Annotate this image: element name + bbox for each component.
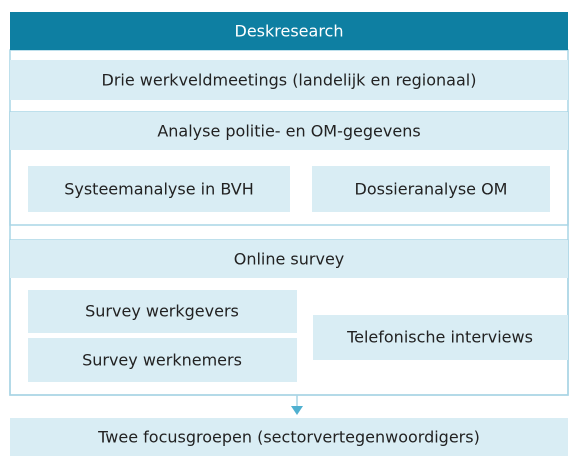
focus-box bbox=[10, 418, 568, 456]
focus-label: Twee focusgroepen (sectorvertegenwoordig… bbox=[97, 428, 480, 447]
item-box bbox=[28, 290, 297, 333]
analyse-header bbox=[10, 112, 568, 150]
item-label: Dossieranalyse OM bbox=[355, 180, 508, 199]
item-label: Systeemanalyse in BVH bbox=[64, 180, 254, 199]
survey-header bbox=[10, 240, 568, 278]
item-box bbox=[312, 166, 550, 212]
item-box bbox=[313, 315, 568, 360]
item-box bbox=[28, 338, 297, 382]
survey-title: Online survey bbox=[234, 250, 345, 269]
analyse-title: Analyse politie- en OM-gegevens bbox=[157, 122, 420, 141]
deskresearch-box bbox=[10, 12, 568, 50]
deskresearch-label: Deskresearch bbox=[235, 22, 344, 41]
item-label: Telefonische interviews bbox=[346, 328, 533, 347]
item-label: Survey werknemers bbox=[82, 351, 242, 370]
werkveld-label: Drie werkveldmeetings (landelijk en regi… bbox=[102, 71, 477, 90]
werkveld-box bbox=[10, 60, 568, 100]
arrow-head bbox=[291, 406, 303, 415]
item-box bbox=[28, 166, 290, 212]
item-label: Survey werkgevers bbox=[85, 302, 239, 321]
